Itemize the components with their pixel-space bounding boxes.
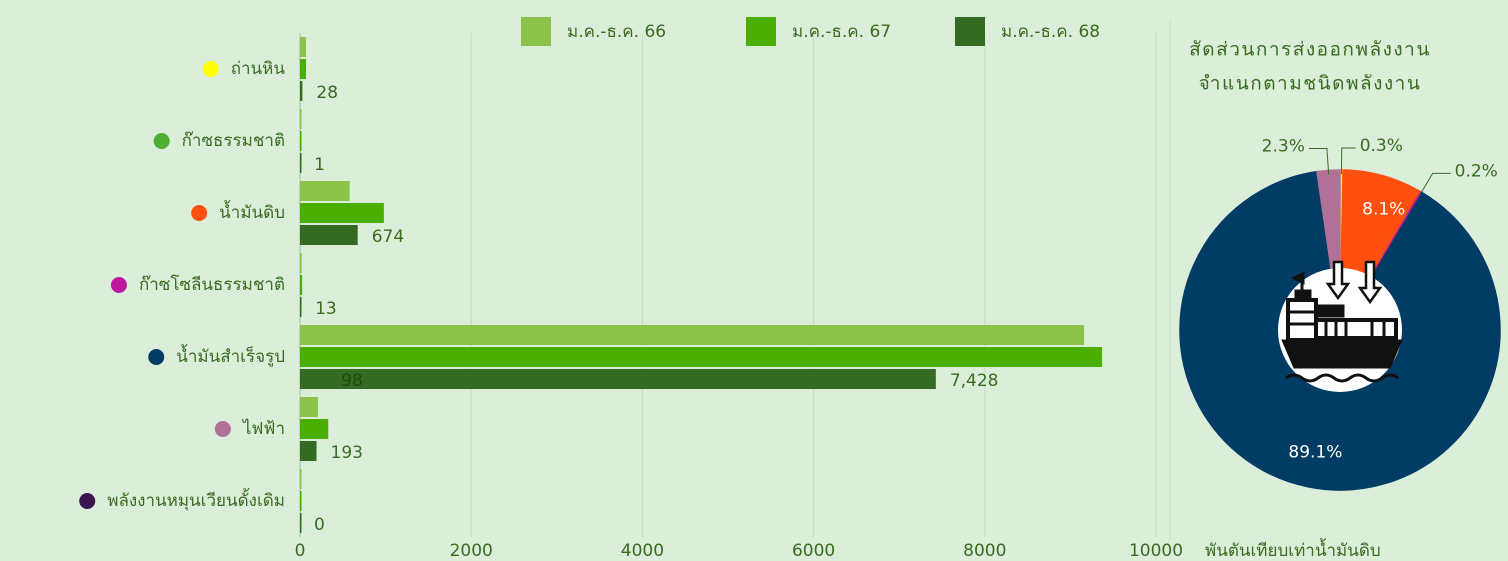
donut-slice bbox=[1179, 170, 1501, 491]
bar bbox=[300, 419, 329, 439]
category-label: ก๊าซโซลีนธรรมชาติ bbox=[139, 274, 285, 295]
slice-label: 89.1% bbox=[1288, 443, 1342, 463]
slice-label: 0.2% bbox=[1455, 161, 1498, 181]
annotation: 98 bbox=[341, 371, 363, 391]
legend-label: ม.ค.-ธ.ค. 68 bbox=[1001, 22, 1100, 42]
category-dot bbox=[148, 349, 165, 365]
x-tick-label: 0 bbox=[295, 541, 306, 561]
bar bbox=[300, 325, 1085, 345]
category-dot bbox=[214, 421, 231, 437]
bar bbox=[300, 513, 302, 533]
category-dot bbox=[79, 493, 96, 509]
bar bbox=[300, 491, 302, 511]
slice-label: 8.1% bbox=[1362, 200, 1405, 220]
legend-swatch bbox=[955, 17, 985, 46]
x-tick-label: 10000 bbox=[1129, 541, 1183, 561]
category-dot bbox=[202, 61, 219, 77]
value-label: 7,428 bbox=[950, 371, 999, 391]
x-tick-label: 8000 bbox=[963, 541, 1006, 561]
category-label: น้ำมันดิบ bbox=[219, 200, 285, 223]
bar-chart: 0 2000 4000 6000 8000 10000 พันตันเทียบเท่าน้ำ… bbox=[79, 17, 1381, 561]
x-tick-label: 6000 bbox=[792, 541, 835, 561]
category-label: ก๊าซธรรมชาติ bbox=[182, 131, 285, 151]
category-dot bbox=[110, 277, 127, 293]
bar bbox=[300, 275, 303, 295]
bar bbox=[300, 203, 384, 223]
x-tick-label: 4000 bbox=[621, 541, 664, 561]
value-label: 193 bbox=[331, 443, 363, 463]
leader-line bbox=[1308, 147, 1330, 175]
legend-swatch bbox=[746, 17, 776, 46]
bar bbox=[300, 109, 302, 129]
bar bbox=[300, 181, 350, 201]
bar bbox=[300, 397, 318, 417]
bar bbox=[300, 81, 303, 101]
bar bbox=[300, 153, 302, 173]
value-label: 0 bbox=[314, 515, 325, 535]
slice-label: 0.3% bbox=[1360, 136, 1403, 156]
bar bbox=[300, 37, 306, 57]
category-label: พลังงานหมุนเวียนดั้งเดิม bbox=[107, 488, 285, 511]
value-label: 674 bbox=[372, 227, 404, 247]
bar bbox=[300, 297, 302, 317]
leader-line bbox=[1340, 147, 1356, 175]
bar bbox=[300, 253, 302, 273]
legend-label: ม.ค.-ธ.ค. 66 bbox=[567, 22, 666, 42]
bar bbox=[300, 441, 317, 461]
ship-icon bbox=[1281, 260, 1403, 383]
x-tick-label: 2000 bbox=[450, 541, 493, 561]
value-label: 13 bbox=[315, 299, 337, 319]
bar bbox=[300, 369, 936, 389]
legend-label: ม.ค.-ธ.ค. 67 bbox=[792, 22, 891, 42]
bar bbox=[300, 225, 358, 245]
bar bbox=[300, 59, 306, 79]
category-dot bbox=[153, 133, 170, 149]
legend-swatch bbox=[521, 17, 551, 46]
category-dot bbox=[191, 205, 208, 221]
slice-label: 2.3% bbox=[1262, 136, 1305, 156]
value-label: 1 bbox=[314, 155, 325, 175]
bar bbox=[300, 131, 302, 151]
bar bbox=[300, 347, 1103, 367]
bar bbox=[300, 469, 302, 489]
pie-title: จำแนกตามชนิดพลังงาน bbox=[1199, 73, 1422, 95]
value-label: 28 bbox=[316, 83, 338, 103]
category-label: น้ำมันสำเร็จรูป bbox=[176, 344, 285, 367]
leader-line bbox=[1418, 172, 1451, 196]
pie-title: สัดส่วนการส่งออกพลังงาน bbox=[1189, 39, 1431, 61]
category-label: ไฟฟ้า bbox=[241, 418, 285, 439]
x-axis-label: พันตันเทียบเท่าน้ำมันดิบ bbox=[1205, 538, 1381, 561]
category-label: ถ่านหิน bbox=[231, 59, 286, 79]
